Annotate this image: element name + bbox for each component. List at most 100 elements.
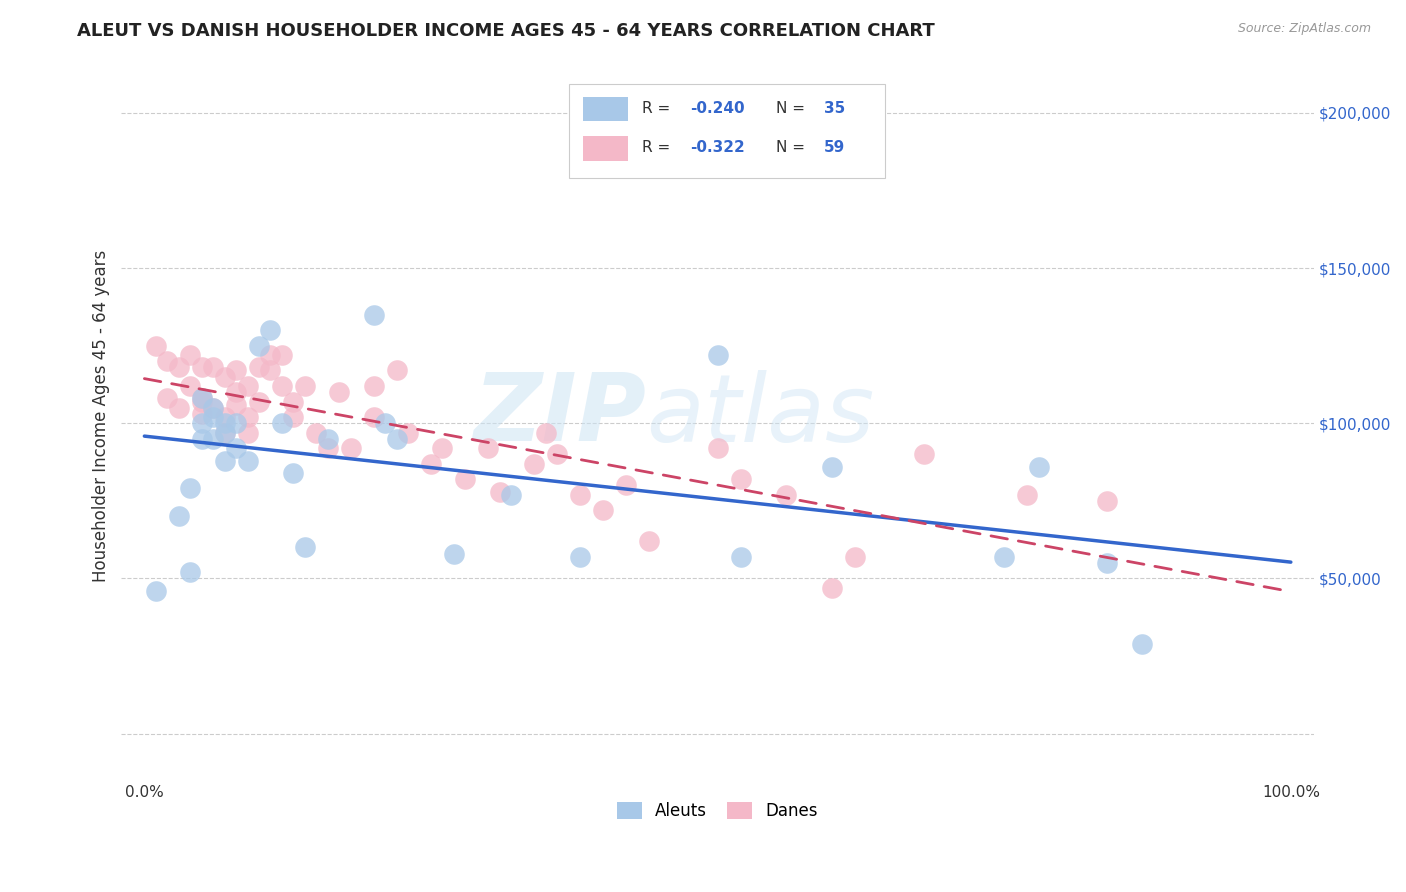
Point	[167, 360, 190, 375]
Point	[202, 410, 225, 425]
Point	[706, 441, 728, 455]
Point	[432, 441, 454, 455]
Point	[167, 509, 190, 524]
Point	[1017, 488, 1039, 502]
Point	[730, 549, 752, 564]
Point	[259, 348, 281, 362]
Point	[614, 478, 637, 492]
Point	[236, 410, 259, 425]
Point	[592, 503, 614, 517]
Text: -0.240: -0.240	[690, 101, 745, 116]
Point	[488, 484, 510, 499]
Text: ALEUT VS DANISH HOUSEHOLDER INCOME AGES 45 - 64 YEARS CORRELATION CHART: ALEUT VS DANISH HOUSEHOLDER INCOME AGES …	[77, 22, 935, 40]
Point	[523, 457, 546, 471]
Point	[534, 425, 557, 440]
Point	[1097, 556, 1119, 570]
Point	[374, 416, 396, 430]
Bar	[583, 136, 628, 161]
Point	[225, 385, 247, 400]
Text: Source: ZipAtlas.com: Source: ZipAtlas.com	[1237, 22, 1371, 36]
Point	[844, 549, 866, 564]
Text: 59: 59	[824, 140, 845, 155]
Point	[156, 392, 179, 406]
Point	[283, 394, 305, 409]
Point	[259, 323, 281, 337]
Point	[993, 549, 1015, 564]
Point	[775, 488, 797, 502]
Point	[363, 379, 385, 393]
Point	[294, 541, 316, 555]
Point	[1097, 494, 1119, 508]
Point	[385, 363, 408, 377]
Text: atlas: atlas	[647, 370, 875, 461]
Point	[271, 379, 294, 393]
Point	[363, 308, 385, 322]
Text: R =: R =	[643, 101, 676, 116]
Point	[202, 401, 225, 415]
Text: R =: R =	[643, 140, 676, 155]
Point	[190, 432, 212, 446]
Point	[637, 534, 659, 549]
Point	[247, 360, 270, 375]
Point	[420, 457, 443, 471]
Text: 35: 35	[824, 101, 845, 116]
Point	[190, 416, 212, 430]
Point	[145, 338, 167, 352]
Text: N =: N =	[776, 101, 810, 116]
Point	[328, 385, 350, 400]
Legend: Aleuts, Danes: Aleuts, Danes	[610, 795, 825, 827]
Point	[190, 394, 212, 409]
Point	[190, 407, 212, 421]
Point	[167, 401, 190, 415]
Point	[912, 447, 935, 461]
Point	[214, 425, 236, 440]
Text: N =: N =	[776, 140, 810, 155]
Point	[385, 432, 408, 446]
Text: ZIP: ZIP	[474, 369, 647, 461]
Point	[236, 453, 259, 467]
Point	[294, 379, 316, 393]
Point	[1028, 459, 1050, 474]
Point	[225, 363, 247, 377]
Point	[190, 360, 212, 375]
Point	[179, 379, 201, 393]
Point	[271, 416, 294, 430]
Point	[363, 410, 385, 425]
Point	[179, 566, 201, 580]
FancyBboxPatch shape	[568, 84, 884, 178]
Point	[247, 394, 270, 409]
Point	[202, 401, 225, 415]
Point	[454, 472, 477, 486]
Point	[283, 466, 305, 480]
Point	[396, 425, 419, 440]
Point	[706, 348, 728, 362]
Point	[202, 360, 225, 375]
Point	[283, 410, 305, 425]
Point	[477, 441, 499, 455]
Point	[821, 581, 844, 595]
Point	[179, 348, 201, 362]
Point	[236, 379, 259, 393]
Point	[339, 441, 361, 455]
Point	[569, 549, 592, 564]
Point	[501, 488, 523, 502]
Point	[271, 348, 294, 362]
Point	[730, 472, 752, 486]
Point	[156, 354, 179, 368]
Point	[546, 447, 568, 461]
Point	[225, 441, 247, 455]
Bar	[583, 96, 628, 121]
Point	[259, 363, 281, 377]
Point	[202, 432, 225, 446]
Point	[247, 338, 270, 352]
Point	[1130, 637, 1153, 651]
Point	[225, 398, 247, 412]
Point	[214, 416, 236, 430]
Point	[443, 547, 465, 561]
Point	[236, 425, 259, 440]
Point	[316, 432, 339, 446]
Point	[214, 453, 236, 467]
Point	[214, 425, 236, 440]
Point	[305, 425, 328, 440]
Point	[190, 392, 212, 406]
